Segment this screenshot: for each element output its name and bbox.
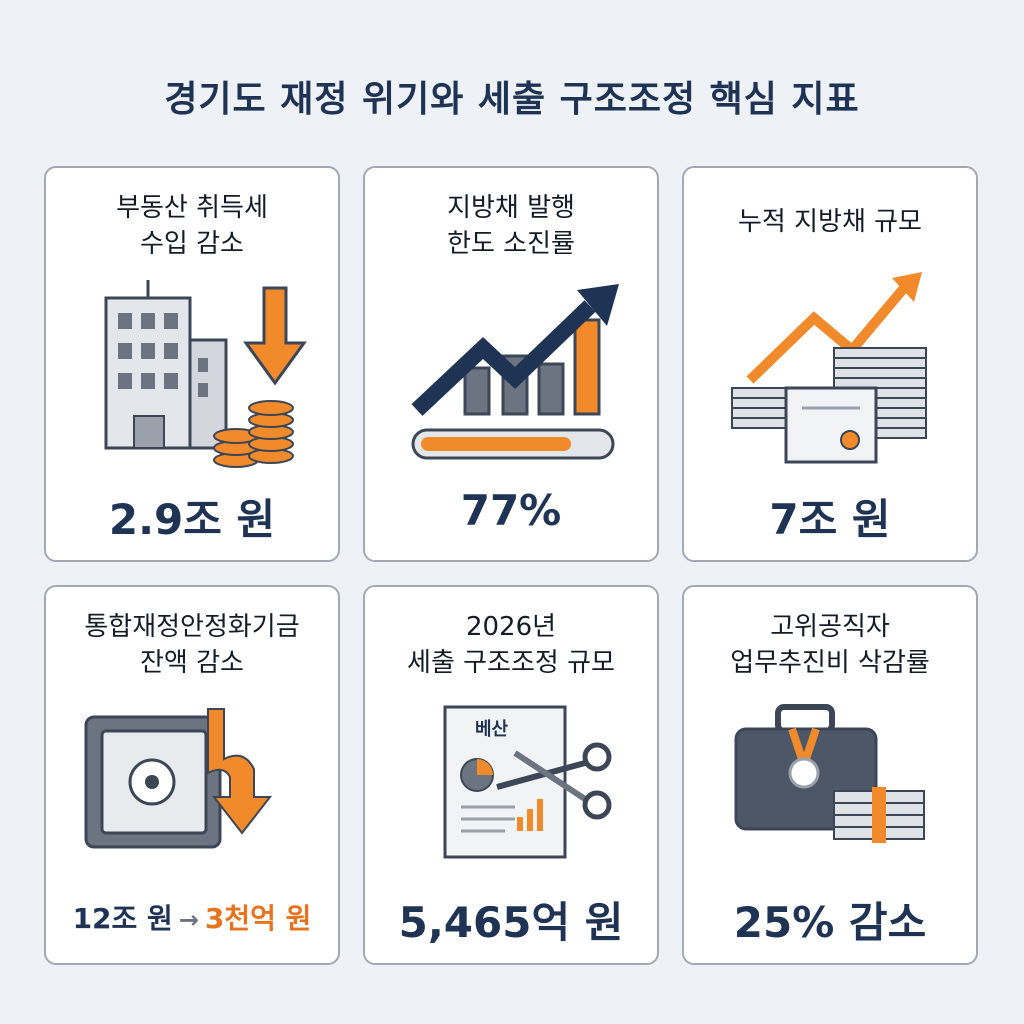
card-value: 5,465억 원 (398, 898, 624, 947)
card-title-line: 누적 지방채 규모 (738, 207, 922, 237)
card-title-line: 업무추진비 삭감률 (730, 648, 930, 678)
icon: 베산 (443, 705, 612, 859)
card-title-line: 2026년 (465, 612, 557, 642)
card-title-line: 세출 구조조정 규모 (407, 648, 615, 678)
icon (411, 284, 619, 460)
card-value: 25% 감소 (733, 898, 927, 947)
icon (84, 708, 273, 849)
value-after: 3천억 원 (204, 902, 312, 935)
card-title: 누적 지방채 규모 (684, 204, 976, 240)
card-value: 7조 원 (769, 495, 891, 544)
icon (731, 272, 927, 464)
value-before: 12조 원 (72, 902, 173, 935)
card-title-line: 지방채 발행 (447, 193, 575, 223)
card-value: 77% (460, 486, 562, 535)
card-title-line: 한도 소진률 (447, 229, 575, 259)
icon (734, 704, 925, 843)
card: 누적 지방채 규모 7조 원 (682, 166, 978, 562)
icon-label: 베산 (475, 719, 509, 740)
value-arrow: → (178, 906, 199, 934)
card-title-line: 부동산 취득세 (116, 193, 268, 223)
card-title-line: 통합재정안정화기금 (84, 612, 300, 642)
card-value: 12조 원 → 3천억 원 (46, 897, 338, 937)
card-title-line: 수입 감소 (140, 229, 244, 259)
icon (104, 280, 307, 468)
card-title-line: 고위공직자 (770, 612, 890, 642)
card-title-line: 잔액 감소 (140, 648, 244, 678)
page-title: 경기도 재정 위기와 세출 구조조정 핵심 지표 (164, 79, 860, 120)
card-value: 2.9조 원 (108, 495, 276, 544)
